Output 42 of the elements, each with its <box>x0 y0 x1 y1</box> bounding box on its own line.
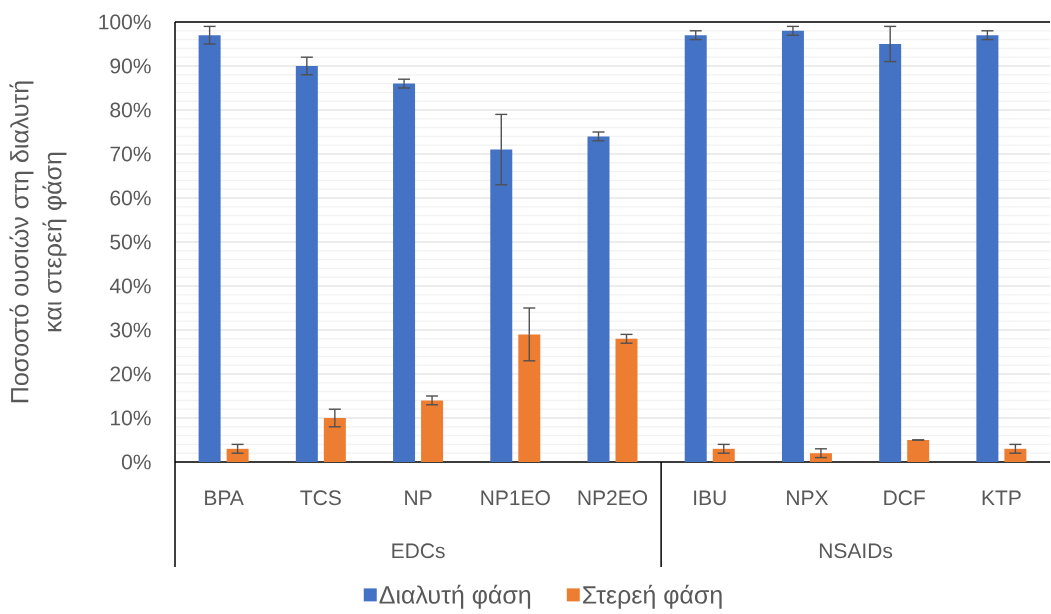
bar <box>226 448 249 462</box>
y-tick-label: 0% <box>121 454 151 470</box>
bar <box>781 30 804 462</box>
x-tick-label: TCS <box>300 490 341 506</box>
x-tick-label: NP <box>405 490 432 505</box>
bar <box>587 136 610 462</box>
bar <box>712 448 735 462</box>
bar <box>976 35 999 462</box>
text: EDCs <box>392 543 445 559</box>
bar <box>421 400 444 462</box>
text: NSAIDs <box>819 543 893 559</box>
x-tick-label: NP2EO <box>578 490 648 506</box>
x-tick-label: IBU <box>694 490 726 506</box>
bar <box>490 149 513 462</box>
y-tick-label: 50% <box>110 234 151 250</box>
x-tick-label: BPA <box>205 490 244 505</box>
bar <box>393 83 416 462</box>
y-axis-title: Ποσοστό ουσιών στη διαλυτή και στερεή φάση <box>9 81 67 403</box>
bar <box>1004 448 1027 462</box>
y-tick-label: 40% <box>109 278 151 294</box>
bar <box>615 338 638 462</box>
y-tick-label: 90% <box>110 58 151 74</box>
y-tick-label: 70% <box>110 146 151 162</box>
x-tick-label: NP1EO <box>481 490 550 506</box>
x-tick-label: KTP <box>982 490 1021 505</box>
legend-label: Στερεή φάση <box>583 584 722 609</box>
y-tick-label: 100% <box>99 14 151 30</box>
x-tick-label: NPX <box>787 490 829 505</box>
y-tick-label: 20% <box>110 366 151 382</box>
bar <box>198 35 221 462</box>
bar <box>518 334 541 462</box>
x-tick-label: DCF <box>884 490 925 506</box>
legend-label: Διαλυτή φάση <box>379 584 531 609</box>
y-tick-label: 80% <box>110 102 151 118</box>
bar <box>907 440 930 462</box>
bar <box>323 418 346 462</box>
y-tick-label: 60% <box>110 190 151 206</box>
y-tick-label: 30% <box>110 322 151 338</box>
bar <box>295 66 318 462</box>
bar <box>684 35 707 462</box>
y-tick-label: 10% <box>111 410 151 426</box>
bar <box>879 44 902 462</box>
